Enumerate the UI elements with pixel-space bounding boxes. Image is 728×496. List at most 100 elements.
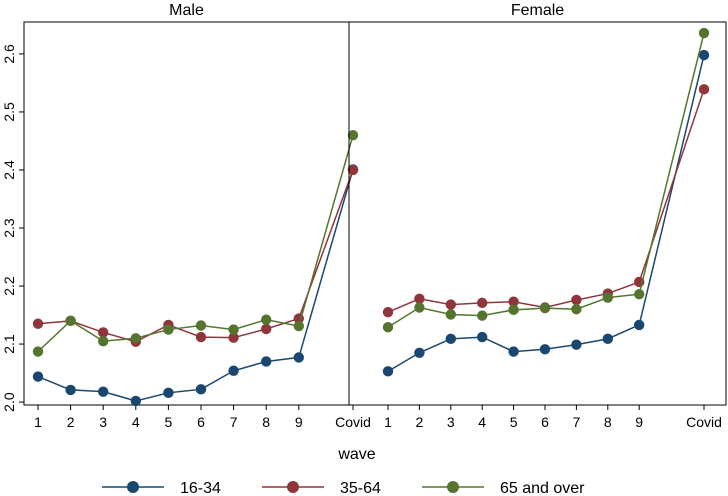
- data-point: [477, 331, 488, 343]
- x-tick-label: Covid: [335, 414, 371, 430]
- data-point: [445, 309, 456, 320]
- x-tick-label: 7: [573, 414, 581, 430]
- data-point: [698, 49, 710, 61]
- series-line: [37, 169, 354, 343]
- legend: 16-34 35-64 65 and over: [102, 480, 585, 496]
- data-point: [32, 371, 44, 382]
- x-tick-label: Covid: [686, 414, 722, 430]
- x-tick-label: 6: [541, 414, 549, 430]
- series-line: [37, 134, 354, 353]
- x-tick-label: 3: [447, 414, 455, 430]
- data-point: [634, 319, 645, 331]
- series-65-and-over: [32, 129, 359, 357]
- legend-label: 16-34: [180, 480, 221, 496]
- x-tick-label: 3: [99, 414, 107, 430]
- data-point: [571, 339, 582, 350]
- x-tick-label: 4: [132, 414, 140, 430]
- data-point: [261, 314, 272, 325]
- data-point: [293, 352, 304, 363]
- legend-item: 35-64: [262, 480, 381, 496]
- x-tick-label: 7: [230, 414, 238, 430]
- data-point: [32, 318, 44, 329]
- legend-label: 65 and over: [500, 480, 585, 496]
- data-point: [571, 294, 582, 306]
- legend-marker: [287, 481, 299, 493]
- data-point: [163, 324, 174, 335]
- legend-item: 16-34: [102, 480, 221, 496]
- data-point: [508, 346, 519, 357]
- data-point: [382, 366, 394, 377]
- data-point: [347, 164, 359, 176]
- x-tick-label: 8: [262, 414, 270, 430]
- data-point: [414, 302, 425, 313]
- legend-item: 65 and over: [422, 480, 585, 496]
- legend-label: 35-64: [340, 480, 381, 496]
- data-point: [228, 365, 239, 376]
- data-point: [130, 395, 141, 407]
- data-point: [414, 347, 425, 358]
- data-point: [445, 299, 456, 310]
- data-point: [445, 333, 456, 345]
- data-point: [698, 27, 710, 39]
- x-tick-label: 9: [635, 414, 643, 430]
- plot-frame: [23, 21, 350, 406]
- data-point: [32, 346, 44, 357]
- data-point: [98, 327, 109, 338]
- data-point: [195, 331, 207, 343]
- panel-female: Female 1 2 3 4 5 6 7 8 9 Covid: [348, 2, 727, 430]
- data-point: [98, 386, 109, 397]
- legend-marker: [127, 481, 139, 493]
- x-tick-label: 1: [384, 414, 392, 430]
- series-65-and-over: [382, 27, 710, 333]
- data-point: [228, 332, 239, 343]
- panel-title: Female: [511, 2, 564, 19]
- x-tick-label: 6: [197, 414, 205, 430]
- data-point: [571, 304, 582, 315]
- data-point: [634, 288, 645, 300]
- y-tick-label: 2.2: [1, 276, 17, 296]
- x-axis-title: wave: [337, 446, 375, 463]
- panel-male: Male 1 2 3 4 5 6 7 8 9 Covid 2.0 2.1 2.2 2.3 2.4 2.5 2.6: [1, 2, 371, 430]
- series-16-34: [32, 164, 359, 407]
- y-tick-label: 2.6: [1, 44, 17, 64]
- y-tick-label: 2.3: [1, 218, 17, 238]
- x-tick-label: 5: [165, 414, 173, 430]
- x-tick-label: 9: [295, 414, 303, 430]
- legend-marker: [447, 481, 459, 493]
- data-point: [293, 320, 304, 332]
- data-point: [539, 302, 551, 314]
- y-tick-label: 2.4: [1, 160, 17, 180]
- data-point: [602, 292, 613, 303]
- x-tick-label: 4: [478, 414, 486, 430]
- data-point: [698, 84, 710, 95]
- data-point: [347, 129, 359, 141]
- series-16-34: [382, 49, 710, 377]
- data-point: [130, 333, 141, 344]
- series-line: [387, 32, 705, 328]
- data-point: [261, 356, 272, 367]
- x-tick-label: 5: [510, 414, 518, 430]
- data-point: [539, 344, 551, 355]
- x-tick-label: 2: [67, 414, 75, 430]
- data-point: [414, 293, 425, 305]
- data-point: [65, 384, 76, 396]
- data-point: [98, 335, 109, 347]
- plot-frame: [348, 21, 727, 406]
- x-tick-label: 2: [416, 414, 424, 430]
- data-point: [195, 320, 207, 331]
- data-point: [261, 323, 272, 335]
- panel-title: Male: [169, 2, 204, 19]
- y-tick-label: 2.0: [1, 392, 17, 412]
- y-tick-label: 2.5: [1, 102, 17, 122]
- data-point: [477, 310, 488, 321]
- data-point: [195, 384, 207, 395]
- data-point: [163, 387, 174, 399]
- data-point: [228, 324, 239, 335]
- x-tick-label: 8: [604, 414, 612, 430]
- data-point: [382, 322, 394, 333]
- data-point: [508, 296, 519, 307]
- data-point: [602, 333, 613, 345]
- series-line: [37, 169, 354, 402]
- y-tick-label: 2.1: [1, 334, 17, 354]
